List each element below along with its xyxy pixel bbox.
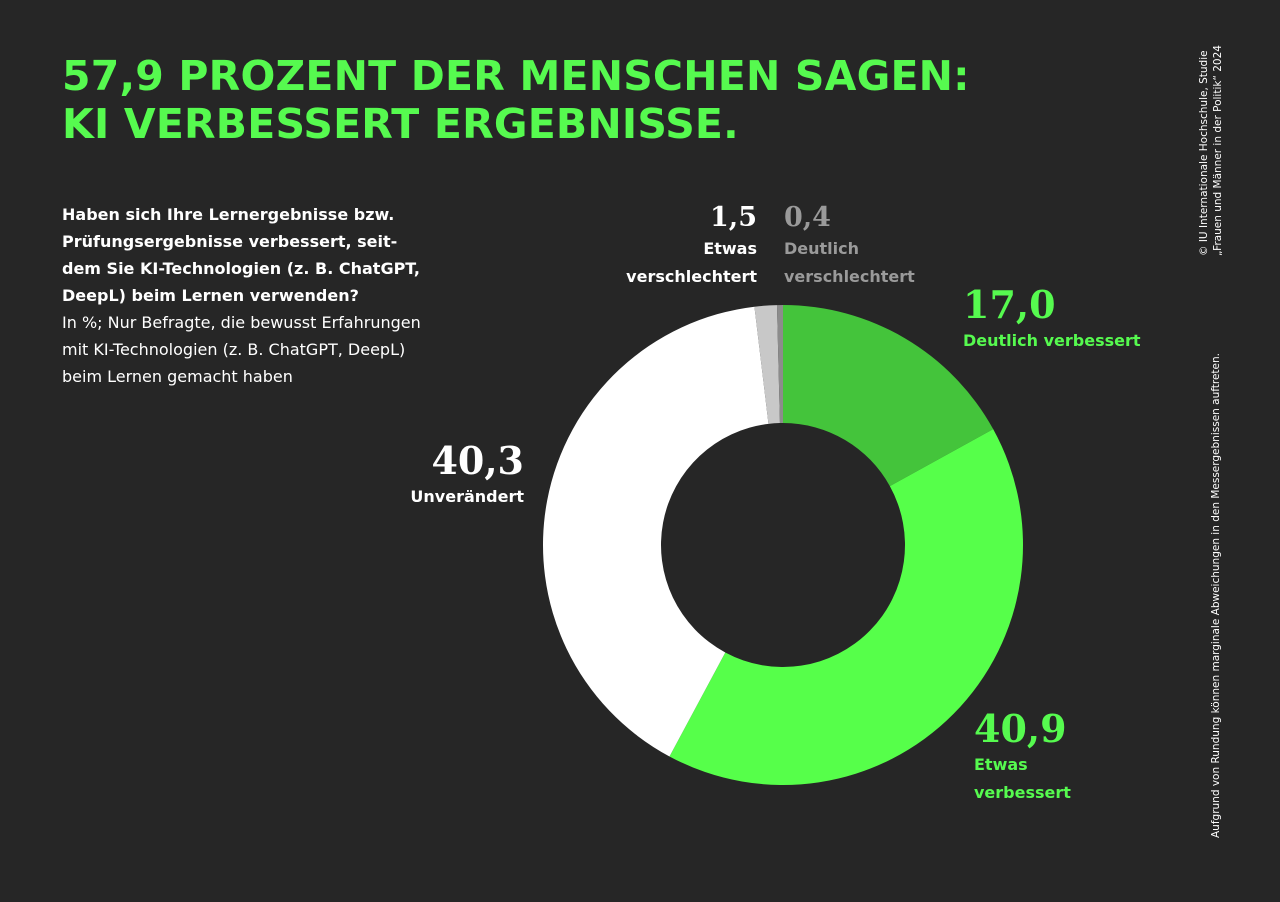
category-label: Deutlich verbessert	[963, 331, 1141, 350]
category-label: verbessert	[974, 783, 1071, 802]
category-label: Etwas	[703, 239, 757, 258]
headline: 57,9 PROZENT DER MENSCHEN SAGEN: KI VERB…	[62, 52, 970, 148]
category-label: Etwas	[974, 755, 1028, 774]
headline-line-1: 57,9 PROZENT DER MENSCHEN SAGEN:	[62, 52, 970, 100]
headline-line-2: KI VERBESSERT ERGEBNISSE.	[62, 100, 739, 148]
category-label: verschlechtert	[784, 267, 915, 286]
label-etwas-verbessert: 40,9 Etwas verbessert	[974, 706, 1071, 802]
label-deutlich-verbessert: 17,0 Deutlich verbessert	[963, 282, 1141, 350]
source-line-1: © IU Internationale Hochschule, Studie	[1198, 50, 1210, 256]
question-note: In %; Nur Befragte, die bewusst Erfahrun…	[62, 313, 421, 386]
category-label: Unverändert	[410, 487, 524, 506]
slice-etwas-verbessert	[669, 429, 1023, 785]
category-label: verschlechtert	[626, 267, 757, 286]
survey-question: Haben sich Ihre Lernergebnisse bzw. Prüf…	[62, 201, 422, 390]
question-text: Haben sich Ihre Lernergebnisse bzw. Prüf…	[62, 205, 421, 305]
source-credit: © IU Internationale Hochschule, Studie „…	[1197, 45, 1225, 256]
category-label: Deutlich	[784, 239, 859, 258]
slice-etwas-verschlechtert	[754, 305, 780, 424]
slice-deutlich-verschlechtert	[776, 305, 783, 424]
value-label: 40,3	[431, 438, 524, 483]
rounding-footnote: Aufgrund von Rundung können marginale Ab…	[1210, 353, 1222, 838]
slice-deutlich-verbessert	[783, 305, 994, 487]
value-label: 0,4	[784, 202, 831, 233]
value-label: 17,0	[963, 282, 1056, 327]
slice-unverändert	[543, 306, 769, 757]
label-etwas-verschlechtert: 1,5 Etwas verschlechtert	[626, 202, 757, 286]
value-label: 1,5	[710, 202, 757, 233]
source-line-2: „Frauen und Männer in der Politik“ 2024	[1212, 45, 1224, 256]
value-label: 40,9	[974, 706, 1067, 751]
label-unverändert: 40,3 Unverändert	[410, 438, 524, 506]
label-deutlich-verschlechtert: 0,4 Deutlich verschlechtert	[784, 202, 915, 286]
